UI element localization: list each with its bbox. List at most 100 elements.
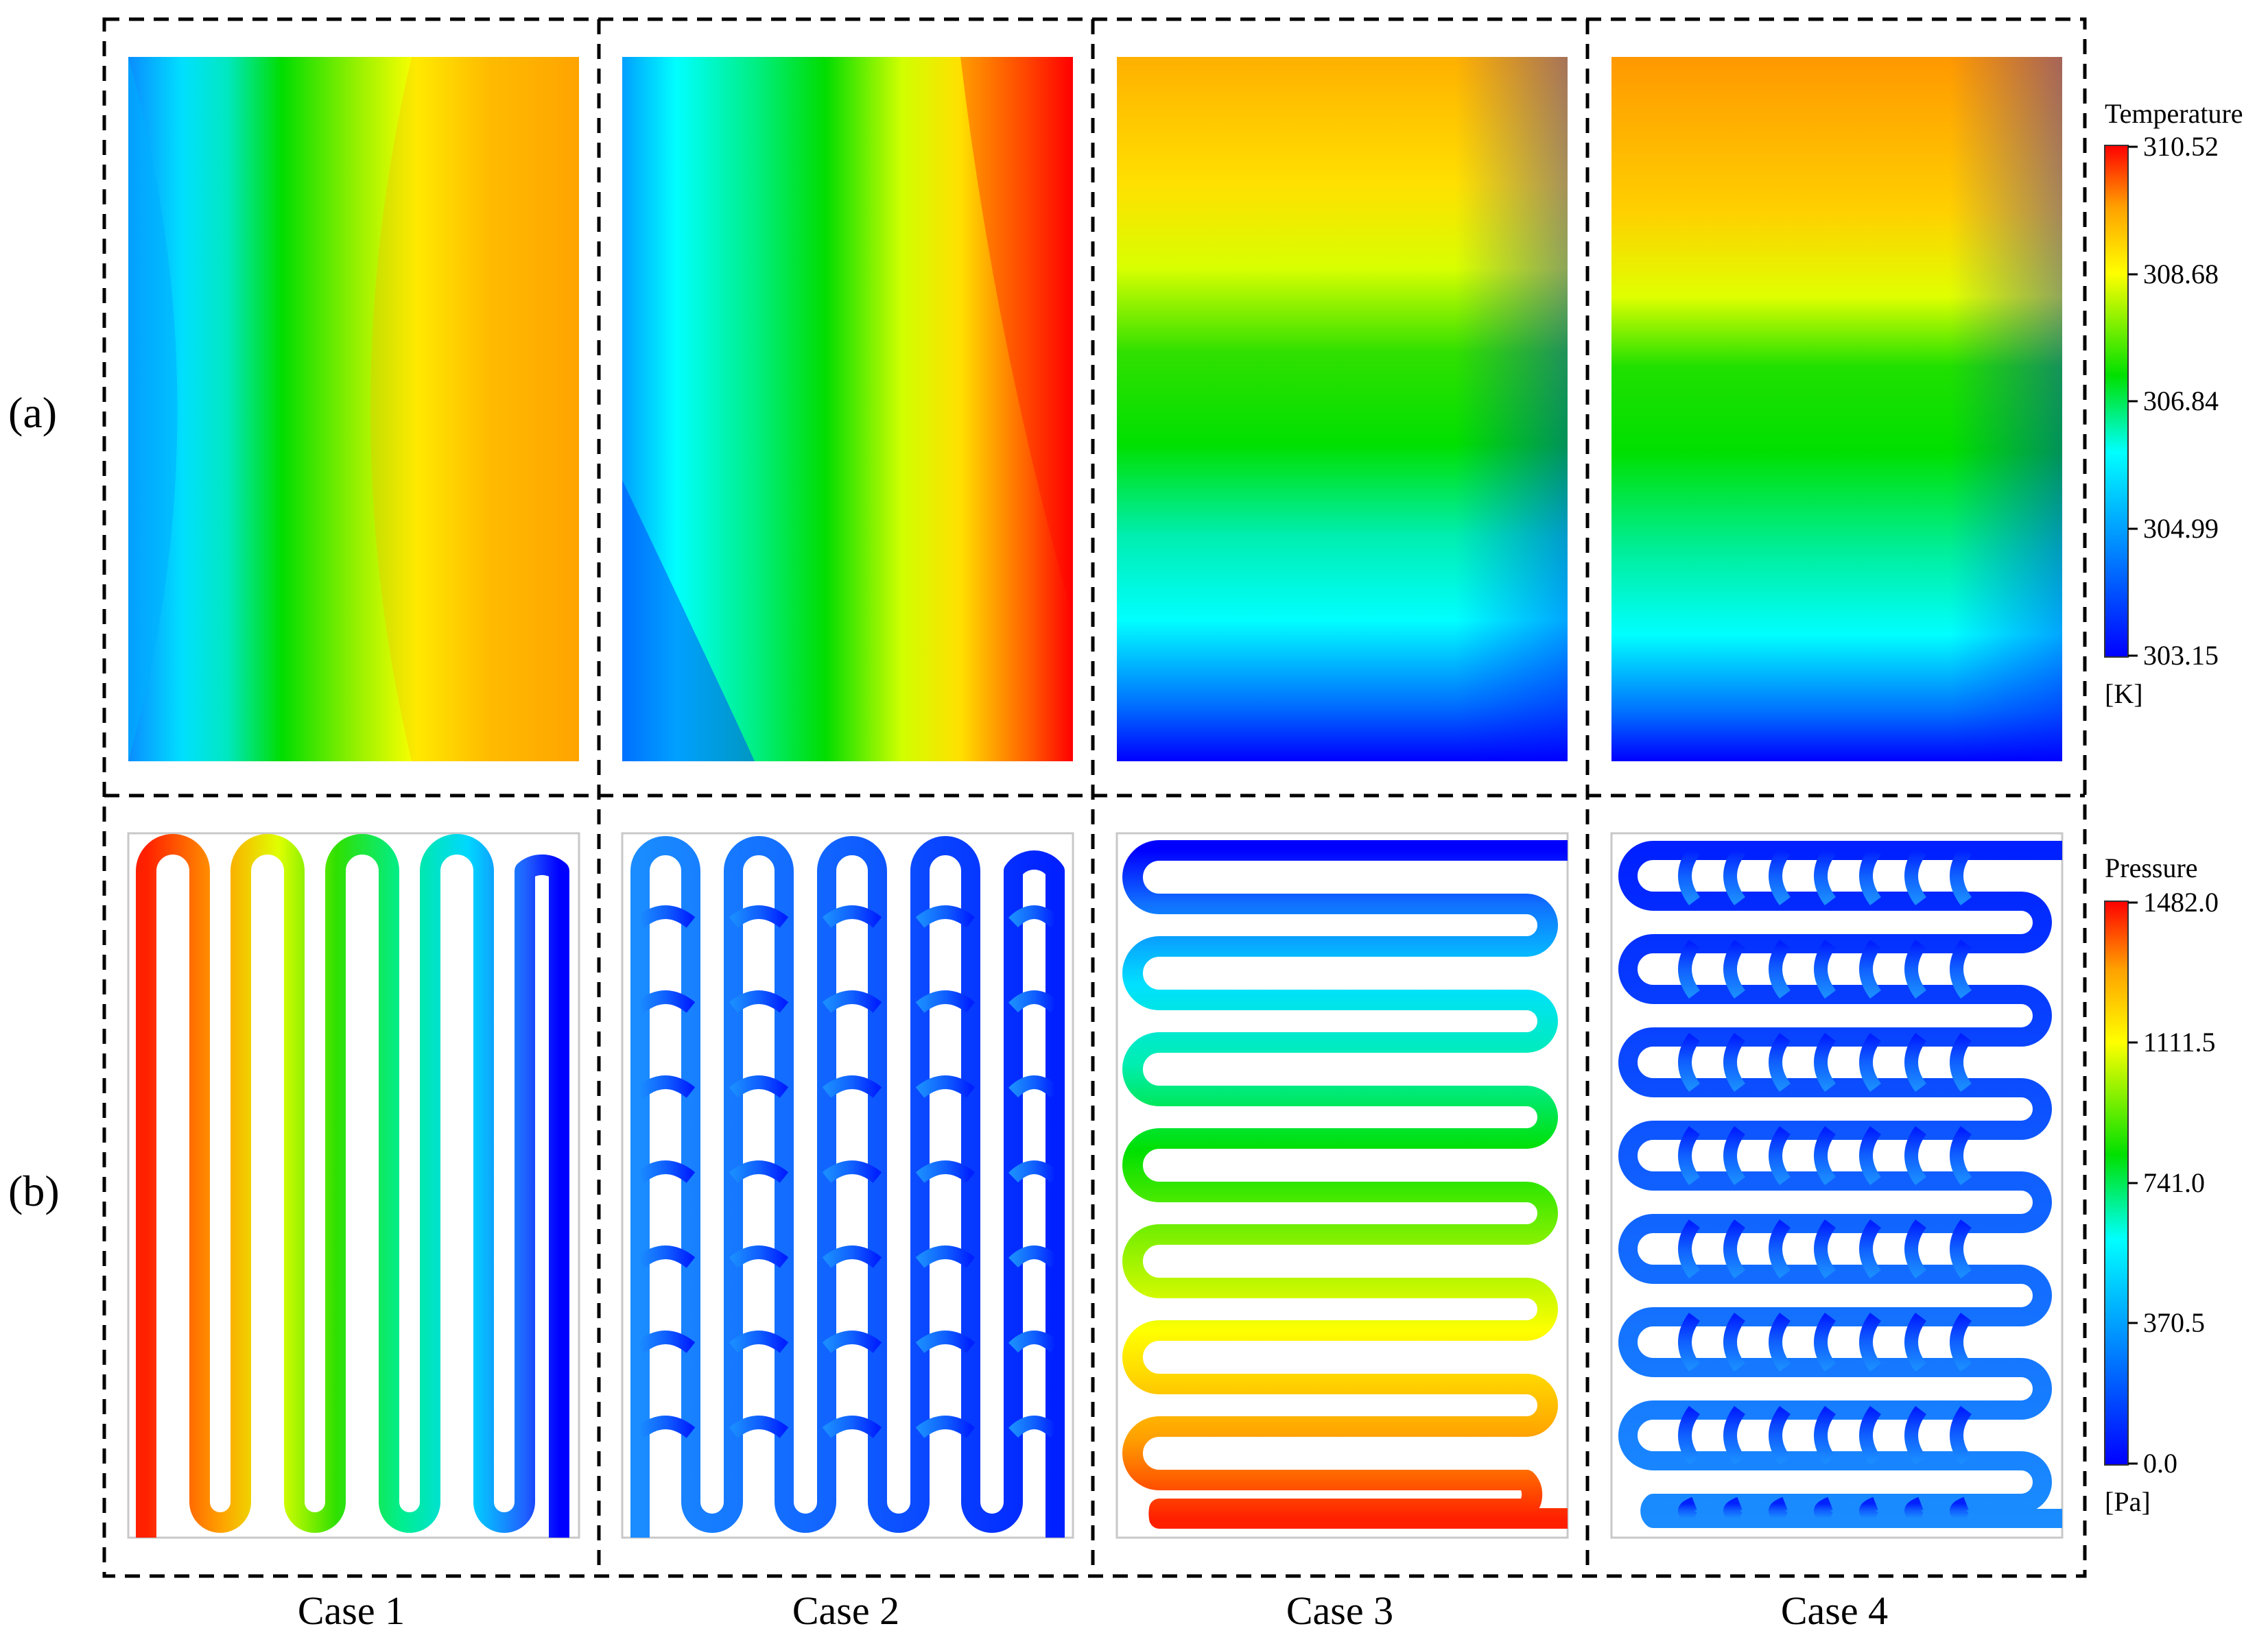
- temperature-colorbar: [2104, 145, 2138, 658]
- channel-crosslink: [1950, 1125, 1972, 1186]
- temperature-tick: 308.68: [2143, 259, 2219, 289]
- channel-crosslink: [1723, 1312, 1746, 1372]
- channel-crosslink: [1904, 1496, 1924, 1525]
- channel-crosslink: [729, 1331, 789, 1354]
- channel-crosslink: [1814, 939, 1836, 999]
- pressure-tick: 1482.0: [2143, 887, 2219, 918]
- channel-crosslink: [1814, 1496, 1834, 1525]
- channel-crosslink: [1859, 1219, 1882, 1279]
- channel-crosslink: [1950, 846, 1972, 906]
- channel-crosslink: [915, 990, 976, 1014]
- temperature-case-3: [1117, 57, 1568, 761]
- pressure-tick: 0.0: [2143, 1448, 2177, 1479]
- channel-crosslink: [1769, 846, 1791, 906]
- channel-crosslink: [1769, 939, 1791, 999]
- case-label-3: Case 3: [1286, 1588, 1394, 1633]
- temperature-tick: 306.84: [2143, 385, 2219, 416]
- channel-crosslink: [1904, 939, 1927, 999]
- channel-crosslink: [1723, 1405, 1746, 1466]
- channel-crosslink: [1769, 1312, 1791, 1372]
- channel-crosslink: [1950, 939, 1972, 999]
- channel-crosslink: [635, 990, 696, 1014]
- channel-crosslink: [822, 1160, 882, 1184]
- channel-crosslink: [1678, 939, 1701, 999]
- channel-crosslink: [635, 1331, 696, 1354]
- channel-crosslink: [635, 1416, 696, 1439]
- channel-crosslink: [1904, 846, 1927, 906]
- channel-crosslink: [635, 1160, 696, 1184]
- pressure-tick: 741.0: [2143, 1167, 2205, 1198]
- channel-crosslink: [1950, 1405, 1972, 1466]
- temperature-tick: 310.52: [2143, 131, 2219, 162]
- channel-crosslink: [1814, 1219, 1836, 1279]
- case-label-1: Case 1: [297, 1588, 405, 1633]
- pressure-tick: 1111.5: [2143, 1027, 2216, 1058]
- channel-crosslink: [1950, 1032, 1972, 1093]
- channel-crosslink: [1859, 1312, 1882, 1372]
- channel-crosslink: [1904, 1219, 1927, 1279]
- pressure-case-4: [1610, 832, 2064, 1539]
- case-label-4: Case 4: [1780, 1588, 1889, 1633]
- channel-crosslink: [1723, 1125, 1746, 1186]
- channel-crosslink: [729, 1245, 789, 1269]
- temperature-legend-unit: [K]: [2105, 678, 2143, 709]
- channel-crosslink: [915, 1075, 976, 1099]
- pressure-case-2: [621, 832, 1074, 1539]
- channel-crosslink: [1678, 1032, 1701, 1093]
- pressure-colorbar: [2104, 900, 2138, 1466]
- channel-crosslink: [635, 905, 696, 929]
- channel-crosslink: [729, 1075, 789, 1099]
- channel-crosslink: [1769, 1405, 1791, 1466]
- row-label-a: (a): [8, 388, 58, 437]
- channel-crosslink: [1008, 1331, 1061, 1353]
- channel-crosslink: [1008, 1416, 1061, 1438]
- channel-crosslink: [915, 905, 976, 929]
- channel-crosslink: [729, 990, 789, 1014]
- case-label-2: Case 2: [792, 1588, 900, 1633]
- pressure-legend-unit: [Pa]: [2105, 1486, 2151, 1517]
- channel-crosslink: [1950, 1219, 1972, 1279]
- channel-crosslink: [1008, 905, 1061, 928]
- channel-crosslink: [1814, 1405, 1836, 1466]
- channel-crosslink: [915, 1331, 976, 1354]
- channel-crosslink: [822, 1075, 882, 1099]
- pressure-tick: 370.5: [2143, 1307, 2205, 1338]
- channel-crosslink: [822, 1245, 882, 1269]
- channel-crosslink: [1008, 990, 1061, 1013]
- channel-crosslink: [1904, 1312, 1927, 1372]
- channel-crosslink: [1814, 1125, 1836, 1186]
- panel-grid: [102, 17, 2087, 1578]
- temperature-case-2: [622, 57, 1073, 761]
- channel-crosslink: [1678, 1219, 1701, 1279]
- channel-crosslink: [1769, 1219, 1791, 1279]
- channel-crosslink: [1723, 1032, 1746, 1093]
- channel-crosslink: [729, 1160, 789, 1184]
- channel-crosslink: [1904, 1032, 1927, 1093]
- channel-crosslink: [1678, 846, 1701, 906]
- channel-crosslink: [1769, 1125, 1791, 1186]
- channel-crosslink: [729, 905, 789, 929]
- channel-crosslink: [729, 1416, 789, 1439]
- channel-crosslink: [1950, 1496, 1970, 1525]
- channel-crosslink: [822, 1331, 882, 1354]
- channel-crosslink: [1723, 1219, 1746, 1279]
- temperature-tick: 304.99: [2143, 513, 2219, 544]
- channel-crosslink: [915, 1416, 976, 1439]
- channel-crosslink: [1859, 1125, 1882, 1186]
- channel-crosslink: [635, 1075, 696, 1099]
- channel-crosslink: [1950, 1312, 1972, 1372]
- channel-crosslink: [915, 1160, 976, 1184]
- channel-crosslink: [1678, 1312, 1701, 1372]
- channel-crosslink: [1678, 1496, 1698, 1525]
- channel-crosslink: [1008, 1245, 1061, 1268]
- channel-crosslink: [822, 905, 882, 929]
- channel-crosslink: [1769, 1496, 1788, 1525]
- temperature-tick: 303.15: [2143, 640, 2219, 671]
- channel-crosslink: [1008, 1075, 1061, 1098]
- row-label-b: (b): [8, 1167, 60, 1215]
- channel-crosslink: [1904, 1405, 1927, 1466]
- channel-crosslink: [822, 990, 882, 1014]
- channel-crosslink: [1814, 1312, 1836, 1372]
- channel-crosslink: [1859, 939, 1882, 999]
- channel-crosslink: [1723, 846, 1746, 906]
